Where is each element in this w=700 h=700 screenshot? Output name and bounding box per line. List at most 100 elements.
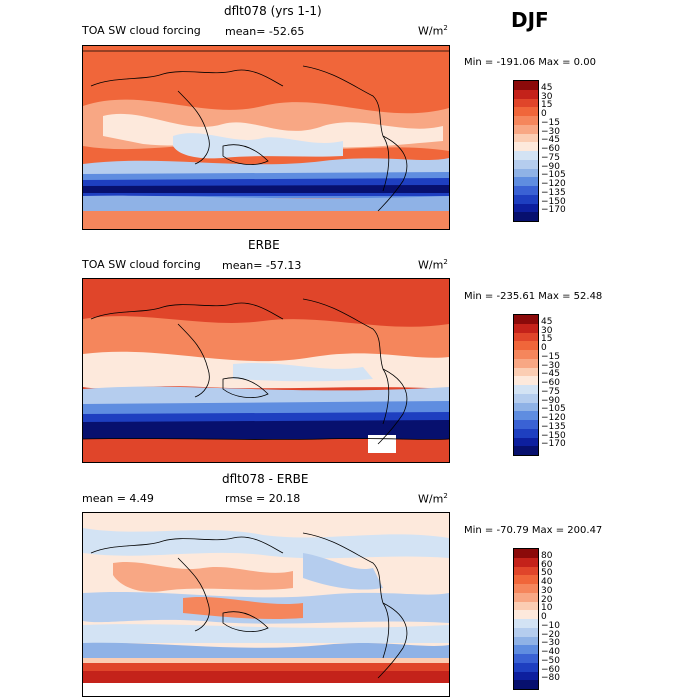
colorbar-swatch <box>514 645 538 654</box>
colorbar-swatch <box>514 411 538 420</box>
colorbar-label: −80 <box>541 673 560 684</box>
colorbar-label: 20 <box>541 594 553 605</box>
panel-1-mean: mean= -52.65 <box>225 25 305 38</box>
colorbar-label: 45 <box>541 316 553 327</box>
colorbar-swatch <box>514 133 538 143</box>
colorbar-swatch <box>514 142 538 151</box>
colorbar-label: 15 <box>541 100 553 111</box>
colorbar-swatch <box>514 159 538 169</box>
colorbar-swatch <box>514 680 538 689</box>
colorbar-label: −150 <box>541 196 566 207</box>
colorbar-label: −30 <box>541 126 560 137</box>
colorbar-swatch <box>514 420 538 429</box>
colorbar-label: 10 <box>541 603 553 614</box>
colorbar-label: −90 <box>541 395 560 406</box>
colorbar-swatch <box>514 81 538 90</box>
colorbar-swatch <box>514 671 538 681</box>
colorbar-swatch <box>514 566 538 576</box>
colorbar-label: 30 <box>541 91 553 102</box>
panel-3-rmse: rmse = 20.18 <box>225 492 301 505</box>
colorbar-label: −105 <box>541 170 566 181</box>
colorbar-swatch <box>514 654 538 663</box>
panel-1-units: W/m2 <box>418 24 448 38</box>
colorbar-label: −15 <box>541 351 560 362</box>
colorbar-swatch <box>514 549 538 558</box>
colorbar-swatch <box>514 98 538 108</box>
panel-2-field-label: TOA SW cloud forcing <box>82 258 201 271</box>
panel-3-map <box>82 512 450 697</box>
colorbar-swatch <box>514 393 538 403</box>
panel-2-minmax: Min = -235.61 Max = 52.48 <box>464 291 603 302</box>
colorbar-label: 60 <box>541 559 553 570</box>
colorbar-label: −30 <box>541 360 560 371</box>
colorbar-swatch <box>514 177 538 186</box>
colorbar-label: −150 <box>541 430 566 441</box>
panel-1-field-label: TOA SW cloud forcing <box>82 24 201 37</box>
colorbar-swatch <box>514 428 538 438</box>
colorbar-swatch <box>514 315 538 324</box>
colorbar-swatch <box>514 376 538 385</box>
colorbar-swatch <box>514 151 538 160</box>
colorbar-swatch <box>514 557 538 567</box>
colorbar-swatch <box>514 627 538 637</box>
colorbar-swatch <box>514 124 538 134</box>
colorbar-swatch <box>514 584 538 593</box>
colorbar-swatch <box>514 350 538 359</box>
colorbar-swatch <box>514 636 538 646</box>
colorbar-label: 0 <box>541 109 547 119</box>
panel-3-minmax: Min = -70.79 Max = 200.47 <box>464 525 603 536</box>
colorbar-swatch <box>514 437 538 447</box>
colorbar-label: 50 <box>541 568 553 579</box>
panel-3-title: dflt078 - ERBE <box>222 472 309 486</box>
panel-2-mean: mean= -57.13 <box>222 259 302 272</box>
panel-3-colorbar: 80 60 50 40 30 20 10 0 −10 −20 −30 −40 −50 −60 −80 <box>513 548 560 690</box>
colorbar-swatch <box>514 116 538 125</box>
colorbar-label: −135 <box>541 187 566 198</box>
colorbar-label: −60 <box>541 664 560 675</box>
colorbar-swatch <box>514 323 538 333</box>
colorbar-label: −20 <box>541 629 560 640</box>
colorbar-label: 45 <box>541 82 553 93</box>
colorbar-label: −60 <box>541 144 560 154</box>
colorbar-label: 30 <box>541 585 553 596</box>
colorbar-label: −40 <box>541 647 560 657</box>
colorbar-label: 30 <box>541 325 553 336</box>
colorbar-swatch <box>514 446 538 455</box>
panel-2-units: W/m2 <box>418 258 448 272</box>
colorbar-swatch <box>514 194 538 204</box>
colorbar-swatch <box>514 575 538 584</box>
colorbar-label: −75 <box>541 152 560 163</box>
colorbar-label: −120 <box>541 413 566 423</box>
colorbar-swatch <box>514 186 538 195</box>
colorbar-label: −50 <box>541 655 560 666</box>
colorbar-label: −10 <box>541 620 560 631</box>
colorbar-label: 40 <box>541 577 553 587</box>
panel-3-units: W/m2 <box>418 492 448 506</box>
colorbar-swatch <box>514 341 538 350</box>
colorbar-label: −90 <box>541 161 560 172</box>
colorbar-swatch <box>514 168 538 178</box>
colorbar-swatch <box>514 619 538 628</box>
colorbar-label: 80 <box>541 550 553 561</box>
panel-1-minmax: Min = -191.06 Max = 0.00 <box>464 57 596 68</box>
colorbar-label: −170 <box>541 205 566 216</box>
colorbar-swatch <box>514 358 538 368</box>
panel-2-title: ERBE <box>248 238 280 252</box>
colorbar-label: 0 <box>541 343 547 353</box>
colorbar-swatch <box>514 89 538 99</box>
colorbar-label: −135 <box>541 421 566 432</box>
panel-2-map <box>82 278 450 463</box>
colorbar-swatch <box>514 367 538 377</box>
colorbar-label: −120 <box>541 179 566 189</box>
colorbar-swatch <box>514 601 538 611</box>
colorbar-label: 15 <box>541 334 553 345</box>
colorbar-label: −45 <box>541 135 560 146</box>
panel-3-mean: mean = 4.49 <box>82 492 154 505</box>
panel-2-colorbar: 45 30 15 0 −15 −30 −45 −60 −75 −90 −105 −120 −135 −15… <box>513 314 566 456</box>
panel-1-colorbar: 45 30 15 0 −15 −30 −45 −60 −75 −90 −105 −120 −135 −15… <box>513 80 566 222</box>
colorbar-swatch <box>514 203 538 213</box>
colorbar-swatch <box>514 662 538 672</box>
colorbar-swatch <box>514 107 538 116</box>
colorbar-label: 0 <box>541 612 547 622</box>
panel-1-title: dflt078 (yrs 1-1) <box>224 4 322 18</box>
